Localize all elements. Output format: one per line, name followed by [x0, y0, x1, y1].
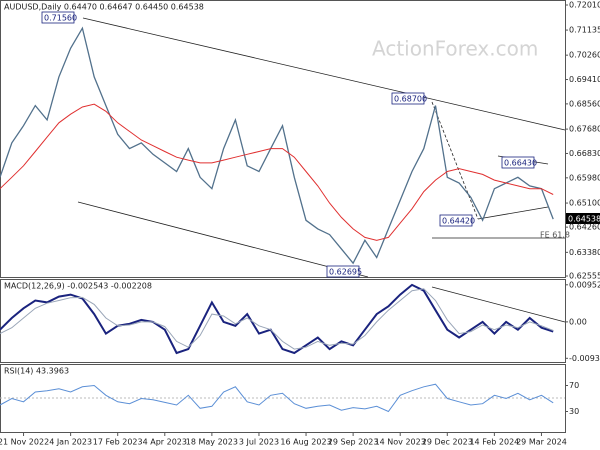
macd-trend [431, 286, 566, 323]
y-tick-label: 30 [569, 407, 579, 416]
label-box [439, 214, 473, 227]
x-tick-label: 16 Aug 2023 [280, 438, 331, 447]
y-tick-label: 0.68560 [569, 99, 600, 108]
chart-title: AUDUSD,Daily 0.64470 0.64647 0.64450 0.6… [4, 3, 204, 12]
y-tick-label: 0.00 [569, 317, 587, 326]
channel-upper [82, 17, 566, 131]
price-panel [0, 0, 566, 278]
x-tick-label: 18 May 2023 [186, 438, 238, 447]
x-tick-label: 17 Feb 2023 [93, 438, 143, 447]
annotation: 0.68700 [394, 95, 427, 104]
label-box [41, 11, 75, 24]
y-tick-label: 0.67680 [569, 125, 600, 134]
triangle-lower [477, 206, 549, 220]
y-tick-label: 0.65980 [569, 173, 600, 182]
y-tick-label: 0.71135 [569, 26, 600, 35]
y-tick-label: 0.63380 [569, 248, 600, 257]
y-tick-label: 70 [569, 381, 579, 390]
label-box [501, 156, 535, 169]
watermark: ActionForex.com [372, 37, 538, 61]
x-tick-label: 14 Feb 2024 [469, 438, 519, 447]
last-price-label: 0.64538 [568, 215, 600, 224]
x-tick-label: 14 Nov 2023 [375, 438, 426, 447]
x-tick-label: 4 Jan 2023 [49, 438, 92, 447]
x-tick-label: 29 Sep 2023 [328, 438, 379, 447]
annotation: FE 61.8 [540, 231, 570, 240]
annotation: 0.71560 [44, 14, 77, 23]
series-line [0, 288, 554, 350]
series-line [0, 383, 554, 413]
series-line [0, 26, 554, 265]
x-tick-label: 29 Mar 2024 [516, 438, 567, 447]
y-tick-label: 0.69410 [569, 75, 600, 84]
last-price-box [566, 213, 600, 224]
annotation: 0.62695 [329, 268, 362, 277]
y-tick-label: 0.009524 [569, 280, 600, 289]
rsi-title: RSI(14) 43.3963 [4, 367, 69, 376]
annotations: 0.71560 0.62695 0.68700 0.64420 0.66430 … [41, 11, 600, 278]
x-tick-label: 29 Dec 2023 [422, 438, 473, 447]
annotation: 0.64420 [442, 217, 475, 226]
y-tick-label: 0.65100 [569, 199, 600, 208]
y-tick-label: 0.62555 [569, 272, 600, 281]
x-tick-label: 21 Nov 2022 [0, 438, 49, 447]
macd-title: MACD(12,26,9) -0.002543 -0.002208 [4, 282, 152, 291]
label-box [391, 92, 425, 105]
wave-line [431, 101, 479, 220]
series-line [0, 103, 554, 241]
macd-panel [0, 279, 566, 363]
label-box [326, 265, 360, 278]
x-tick-label: 4 Apr 2023 [143, 438, 187, 447]
y-tick-label: -0.00935 [569, 354, 600, 363]
y-tick-label: 0.66830 [569, 149, 600, 158]
y-tick-label: 0.64260 [569, 223, 600, 232]
series-line [0, 283, 554, 355]
y-tick-label: 0.72010 [569, 1, 600, 10]
trend-lines [0, 17, 566, 399]
channel-lower [77, 201, 369, 278]
x-tick-label: 3 Jul 2023 [239, 438, 279, 447]
y-tick-label: 0.70260 [569, 51, 600, 60]
annotation: 0.66430 [504, 159, 537, 168]
